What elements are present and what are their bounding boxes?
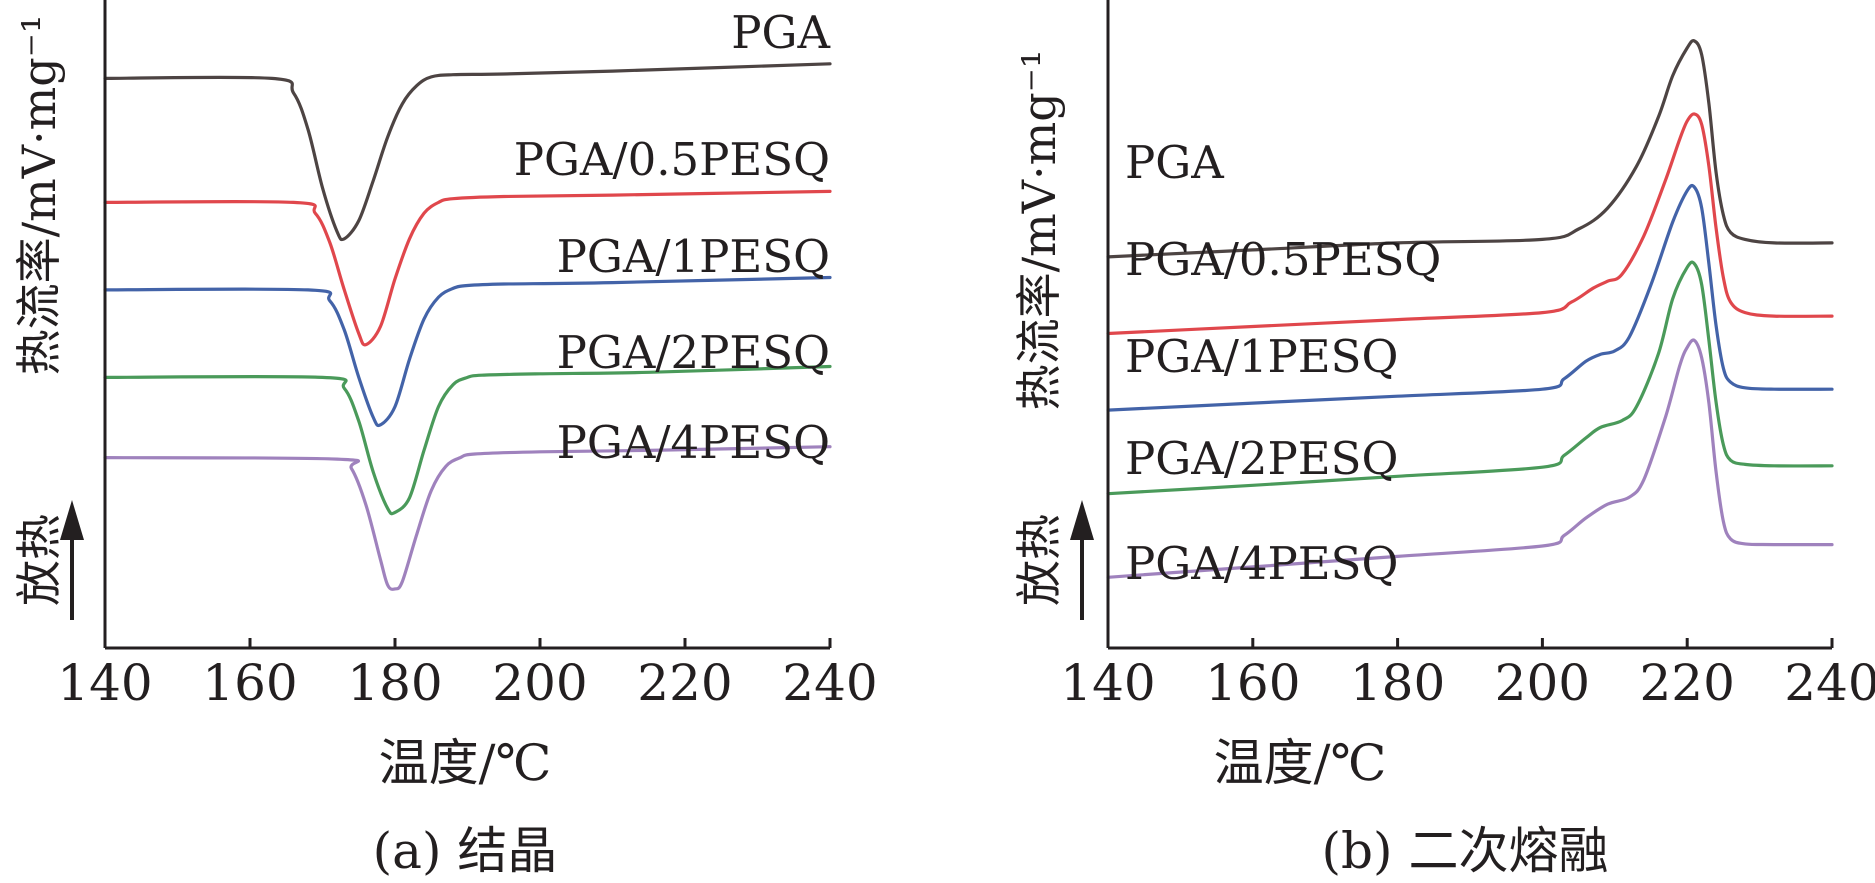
panel-b-y-axis-label: 热流率/mV·mg⁻¹ <box>1012 50 1066 411</box>
series-line-pga-0-5pesq <box>1106 112 1834 336</box>
x-tick-label: 160 <box>1205 654 1300 712</box>
panel-a-exo-arrow-icon <box>60 500 84 620</box>
panel-a-caption: (a) 结晶 <box>373 822 558 880</box>
panel-b-tick-labels: 140 160 180 200 220 240 <box>1060 654 1875 712</box>
series-label: PGA/4PESQ <box>1125 537 1398 590</box>
panel-b: PGA PGA/0.5PESQ PGA/1PESQ PGA/2PESQ PGA/4PES… <box>1012 0 1875 880</box>
panel-a-exo-label: 放热 <box>12 514 66 606</box>
x-tick-label: 180 <box>1350 654 1445 712</box>
panel-b-curves <box>1106 39 1834 579</box>
panel-a-x-axis-label: 温度/℃ <box>379 734 552 792</box>
series-label: PGA/2PESQ <box>1125 432 1398 485</box>
panel-b-axes <box>1106 0 1834 650</box>
series-label: PGA <box>1125 136 1224 189</box>
series-label: PGA/0.5PESQ <box>514 133 830 186</box>
series-line-pga <box>103 62 832 242</box>
panel-b-x-axis-label: 温度/℃ <box>1214 734 1387 792</box>
series-line-pga-1pesq <box>103 275 832 428</box>
x-tick-label: 140 <box>1060 654 1155 712</box>
x-tick-label: 140 <box>57 654 152 712</box>
panel-b-exo-arrow-icon <box>1070 500 1094 620</box>
panel-a-curves <box>103 62 832 591</box>
series-line-pga-4pesq <box>1106 338 1834 579</box>
x-tick-label: 200 <box>492 654 587 712</box>
panel-a-series-labels: PGA PGA/0.5PESQ PGA/1PESQ PGA/2PESQ PGA/4PES… <box>514 6 831 469</box>
x-tick-label: 220 <box>637 654 732 712</box>
series-line-pga-2pesq <box>103 364 832 516</box>
panel-a-y-axis-label: 热流率/mV·mg⁻¹ <box>12 15 66 376</box>
panel-a: PGA PGA/0.5PESQ PGA/1PESQ PGA/2PESQ PGA/4PES… <box>12 0 878 880</box>
panel-a-tick-labels: 140 160 180 200 220 240 <box>57 654 877 712</box>
series-label: PGA/0.5PESQ <box>1125 233 1441 286</box>
x-tick-label: 220 <box>1639 654 1734 712</box>
series-line-pga-1pesq <box>1106 183 1834 412</box>
x-tick-label: 240 <box>1784 654 1875 712</box>
x-tick-label: 180 <box>347 654 442 712</box>
x-tick-label: 160 <box>202 654 297 712</box>
series-label: PGA/1PESQ <box>557 230 830 283</box>
x-tick-label: 200 <box>1495 654 1590 712</box>
series-label: PGA <box>731 6 830 59</box>
panel-b-series-labels: PGA PGA/0.5PESQ PGA/1PESQ PGA/2PESQ PGA/4PES… <box>1125 136 1441 590</box>
series-label: PGA/4PESQ <box>557 416 830 469</box>
x-tick-label: 240 <box>782 654 877 712</box>
series-line-pga-4pesq <box>103 445 832 591</box>
series-line-pga-2pesq <box>1106 260 1834 496</box>
series-label: PGA/1PESQ <box>1125 330 1398 383</box>
series-line-pga <box>1106 39 1834 259</box>
series-label: PGA/2PESQ <box>557 326 830 379</box>
panel-b-exo-label: 放热 <box>1012 514 1066 606</box>
panel-b-caption: (b) 二次熔融 <box>1322 822 1609 880</box>
panel-a-axes <box>103 0 832 650</box>
series-line-pga-0-5pesq <box>103 189 832 347</box>
